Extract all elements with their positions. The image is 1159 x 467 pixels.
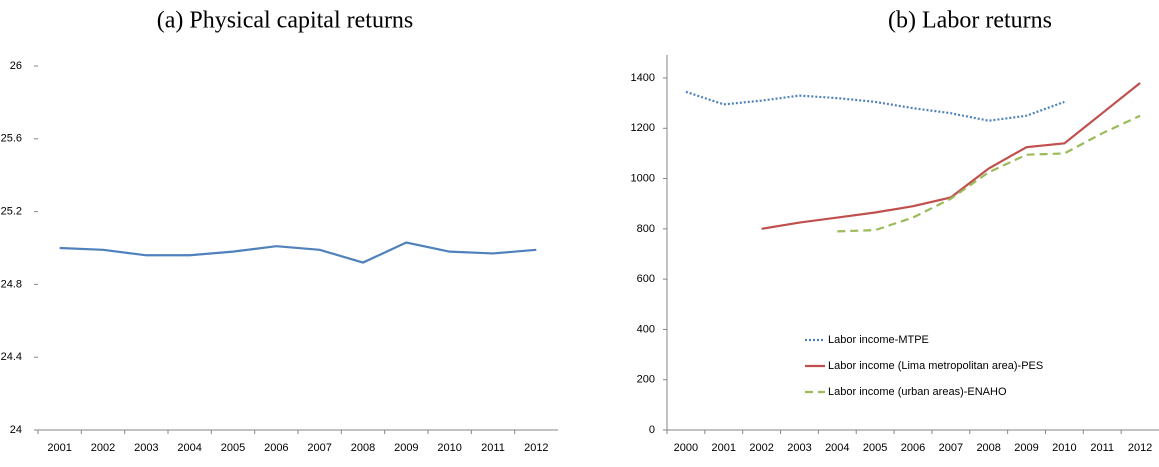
y-tick-label: 1400 [631, 72, 655, 84]
x-tick-label: 2010 [1052, 442, 1076, 454]
y-tick-label: 600 [637, 273, 655, 285]
series-line [685, 90, 1065, 122]
chart-title: (a) Physical capital returns [157, 8, 414, 34]
series-line [761, 82, 1141, 230]
x-tick-label: 2009 [1014, 442, 1038, 454]
x-tick-label: 2003 [787, 442, 811, 454]
x-tick-label: 2009 [394, 442, 418, 454]
legend-label: Labor income (Lima metropolitan area)-PE… [828, 360, 1043, 372]
x-tick-label: 2006 [901, 442, 925, 454]
legend-label: Labor income (urban areas)-ENAHO [828, 386, 1007, 398]
y-tick-label: 24.8 [1, 278, 22, 290]
x-tick-label: 2001 [712, 442, 736, 454]
y-tick-label: 26 [10, 60, 22, 72]
y-tick-label: 24 [10, 424, 22, 436]
y-tick-label: 25.6 [1, 133, 22, 145]
x-tick-label: 2003 [134, 442, 158, 454]
x-tick-label: 2002 [749, 442, 773, 454]
x-tick-label: 2001 [47, 442, 71, 454]
y-tick-label: 1000 [631, 172, 655, 184]
y-tick-label: 200 [637, 374, 655, 386]
x-tick-label: 2006 [264, 442, 288, 454]
x-tick-label: 2007 [939, 442, 963, 454]
x-tick-label: 2008 [976, 442, 1000, 454]
x-tick-label: 2010 [437, 442, 461, 454]
y-tick-label: 400 [637, 323, 655, 335]
x-tick-label: 2005 [863, 442, 887, 454]
x-tick-label: 2008 [351, 442, 375, 454]
x-tick-label: 2011 [481, 442, 505, 454]
y-tick-label: 0 [649, 424, 655, 436]
y-tick-label: 800 [637, 223, 655, 235]
x-tick-label: 2012 [524, 442, 548, 454]
x-tick-label: 2005 [221, 442, 245, 454]
x-tick-label: 2002 [91, 442, 115, 454]
x-tick-label: 2011 [1090, 442, 1114, 454]
chart-title: (b) Labor returns [888, 8, 1052, 34]
series-line [59, 241, 537, 264]
x-tick-label: 2004 [825, 442, 849, 454]
y-tick-label: 1200 [631, 122, 655, 134]
x-tick-label: 2012 [1128, 442, 1152, 454]
series-line [837, 114, 1141, 233]
x-tick-label: 2000 [674, 442, 698, 454]
x-tick-label: 2004 [177, 442, 201, 454]
y-tick-label: 24.4 [1, 351, 22, 363]
y-tick-label: 25.2 [1, 206, 22, 218]
x-tick-label: 2007 [307, 442, 331, 454]
legend-label: Labor income-MTPE [828, 334, 929, 346]
